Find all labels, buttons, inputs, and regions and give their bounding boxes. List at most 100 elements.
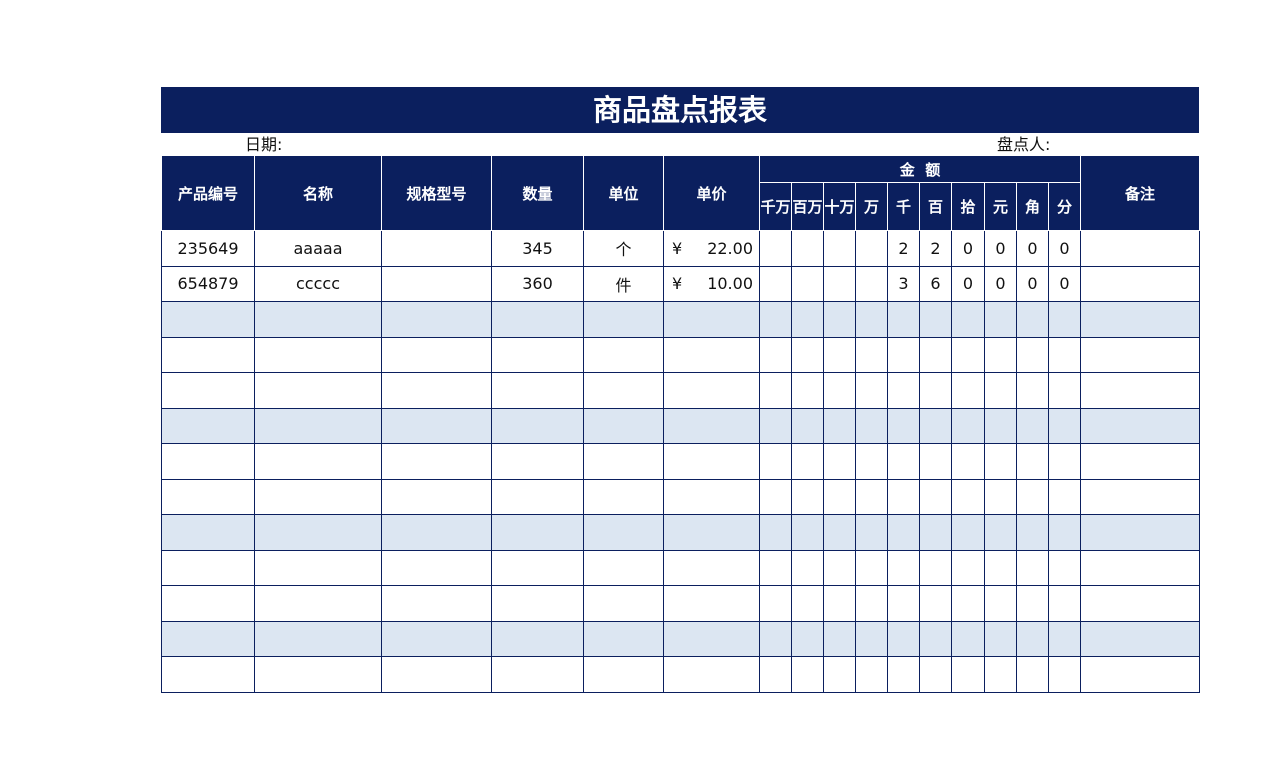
name-cell[interactable] [254,372,382,409]
digit-cell[interactable] [951,407,985,444]
digit-cell[interactable] [951,656,985,693]
digit-cell[interactable] [855,372,888,409]
digit-cell[interactable] [759,549,792,586]
price-cell[interactable] [663,336,760,373]
digit-cell[interactable] [855,585,888,622]
digit-cell[interactable] [791,620,824,657]
digit-cell[interactable] [951,372,985,409]
digit-cell[interactable] [984,585,1017,622]
digit-cell[interactable] [887,549,920,586]
price-cell[interactable] [663,301,760,338]
price-cell[interactable] [663,514,760,551]
digit-cell[interactable] [919,585,952,622]
note-cell[interactable] [1080,549,1201,586]
digit-cell[interactable]: 0 [951,230,985,267]
digit-cell[interactable] [919,372,952,409]
code-cell[interactable] [161,372,255,409]
name-cell[interactable] [254,585,382,622]
qty-cell[interactable] [491,372,584,409]
digit-cell[interactable] [887,585,920,622]
digit-cell[interactable] [951,514,985,551]
name-cell[interactable] [254,514,382,551]
unit-cell[interactable]: 个 [583,230,664,267]
unit-cell[interactable] [583,478,664,515]
note-cell[interactable] [1080,372,1201,409]
digit-cell[interactable] [855,230,888,267]
digit-cell[interactable] [759,478,792,515]
digit-cell[interactable] [951,549,985,586]
digit-cell[interactable]: 0 [1016,265,1049,302]
digit-cell[interactable] [823,443,856,480]
digit-cell[interactable] [791,265,824,302]
qty-cell[interactable] [491,443,584,480]
digit-cell[interactable] [1016,478,1049,515]
unit-cell[interactable] [583,443,664,480]
digit-cell[interactable] [984,549,1017,586]
note-cell[interactable] [1080,443,1201,480]
price-cell[interactable] [663,549,760,586]
digit-cell[interactable] [919,656,952,693]
digit-cell[interactable] [759,656,792,693]
digit-cell[interactable]: 0 [1047,265,1082,302]
digit-cell[interactable] [1047,336,1082,373]
qty-cell[interactable]: 345 [491,230,584,267]
price-cell[interactable] [663,620,760,657]
digit-cell[interactable] [855,620,888,657]
digit-cell[interactable] [919,443,952,480]
digit-cell[interactable] [791,656,824,693]
digit-cell[interactable] [919,336,952,373]
spec-cell[interactable] [381,230,492,267]
digit-cell[interactable] [1016,585,1049,622]
spec-cell[interactable] [381,372,492,409]
digit-cell[interactable] [1016,514,1049,551]
digit-cell[interactable] [984,514,1017,551]
name-cell[interactable] [254,478,382,515]
digit-cell[interactable] [1016,336,1049,373]
digit-cell[interactable] [823,265,856,302]
digit-cell[interactable] [855,336,888,373]
code-cell[interactable] [161,514,255,551]
qty-cell[interactable] [491,301,584,338]
digit-cell[interactable] [1047,443,1082,480]
spec-cell[interactable] [381,443,492,480]
digit-cell[interactable] [984,478,1017,515]
price-cell[interactable] [663,372,760,409]
digit-cell[interactable] [887,336,920,373]
spec-cell[interactable] [381,620,492,657]
digit-cell[interactable] [823,301,856,338]
name-cell[interactable] [254,443,382,480]
price-cell[interactable] [663,478,760,515]
code-cell[interactable] [161,301,255,338]
digit-cell[interactable] [823,372,856,409]
digit-cell[interactable] [855,478,888,515]
digit-cell[interactable] [759,407,792,444]
digit-cell[interactable] [791,514,824,551]
unit-cell[interactable] [583,549,664,586]
digit-cell[interactable] [791,336,824,373]
qty-cell[interactable] [491,336,584,373]
unit-cell[interactable]: 件 [583,265,664,302]
digit-cell[interactable] [951,443,985,480]
digit-cell[interactable] [919,514,952,551]
digit-cell[interactable] [823,514,856,551]
digit-cell[interactable] [951,301,985,338]
spec-cell[interactable] [381,336,492,373]
digit-cell[interactable] [951,336,985,373]
digit-cell[interactable] [791,407,824,444]
digit-cell[interactable] [855,407,888,444]
digit-cell[interactable] [855,301,888,338]
digit-cell[interactable] [759,265,792,302]
name-cell[interactable] [254,336,382,373]
digit-cell[interactable] [759,336,792,373]
spec-cell[interactable] [381,478,492,515]
price-cell[interactable] [663,585,760,622]
digit-cell[interactable] [887,372,920,409]
code-cell[interactable] [161,549,255,586]
digit-cell[interactable] [919,620,952,657]
name-cell[interactable] [254,301,382,338]
digit-cell[interactable] [823,585,856,622]
spec-cell[interactable] [381,407,492,444]
digit-cell[interactable] [951,620,985,657]
qty-cell[interactable]: 360 [491,265,584,302]
digit-cell[interactable] [1016,372,1049,409]
